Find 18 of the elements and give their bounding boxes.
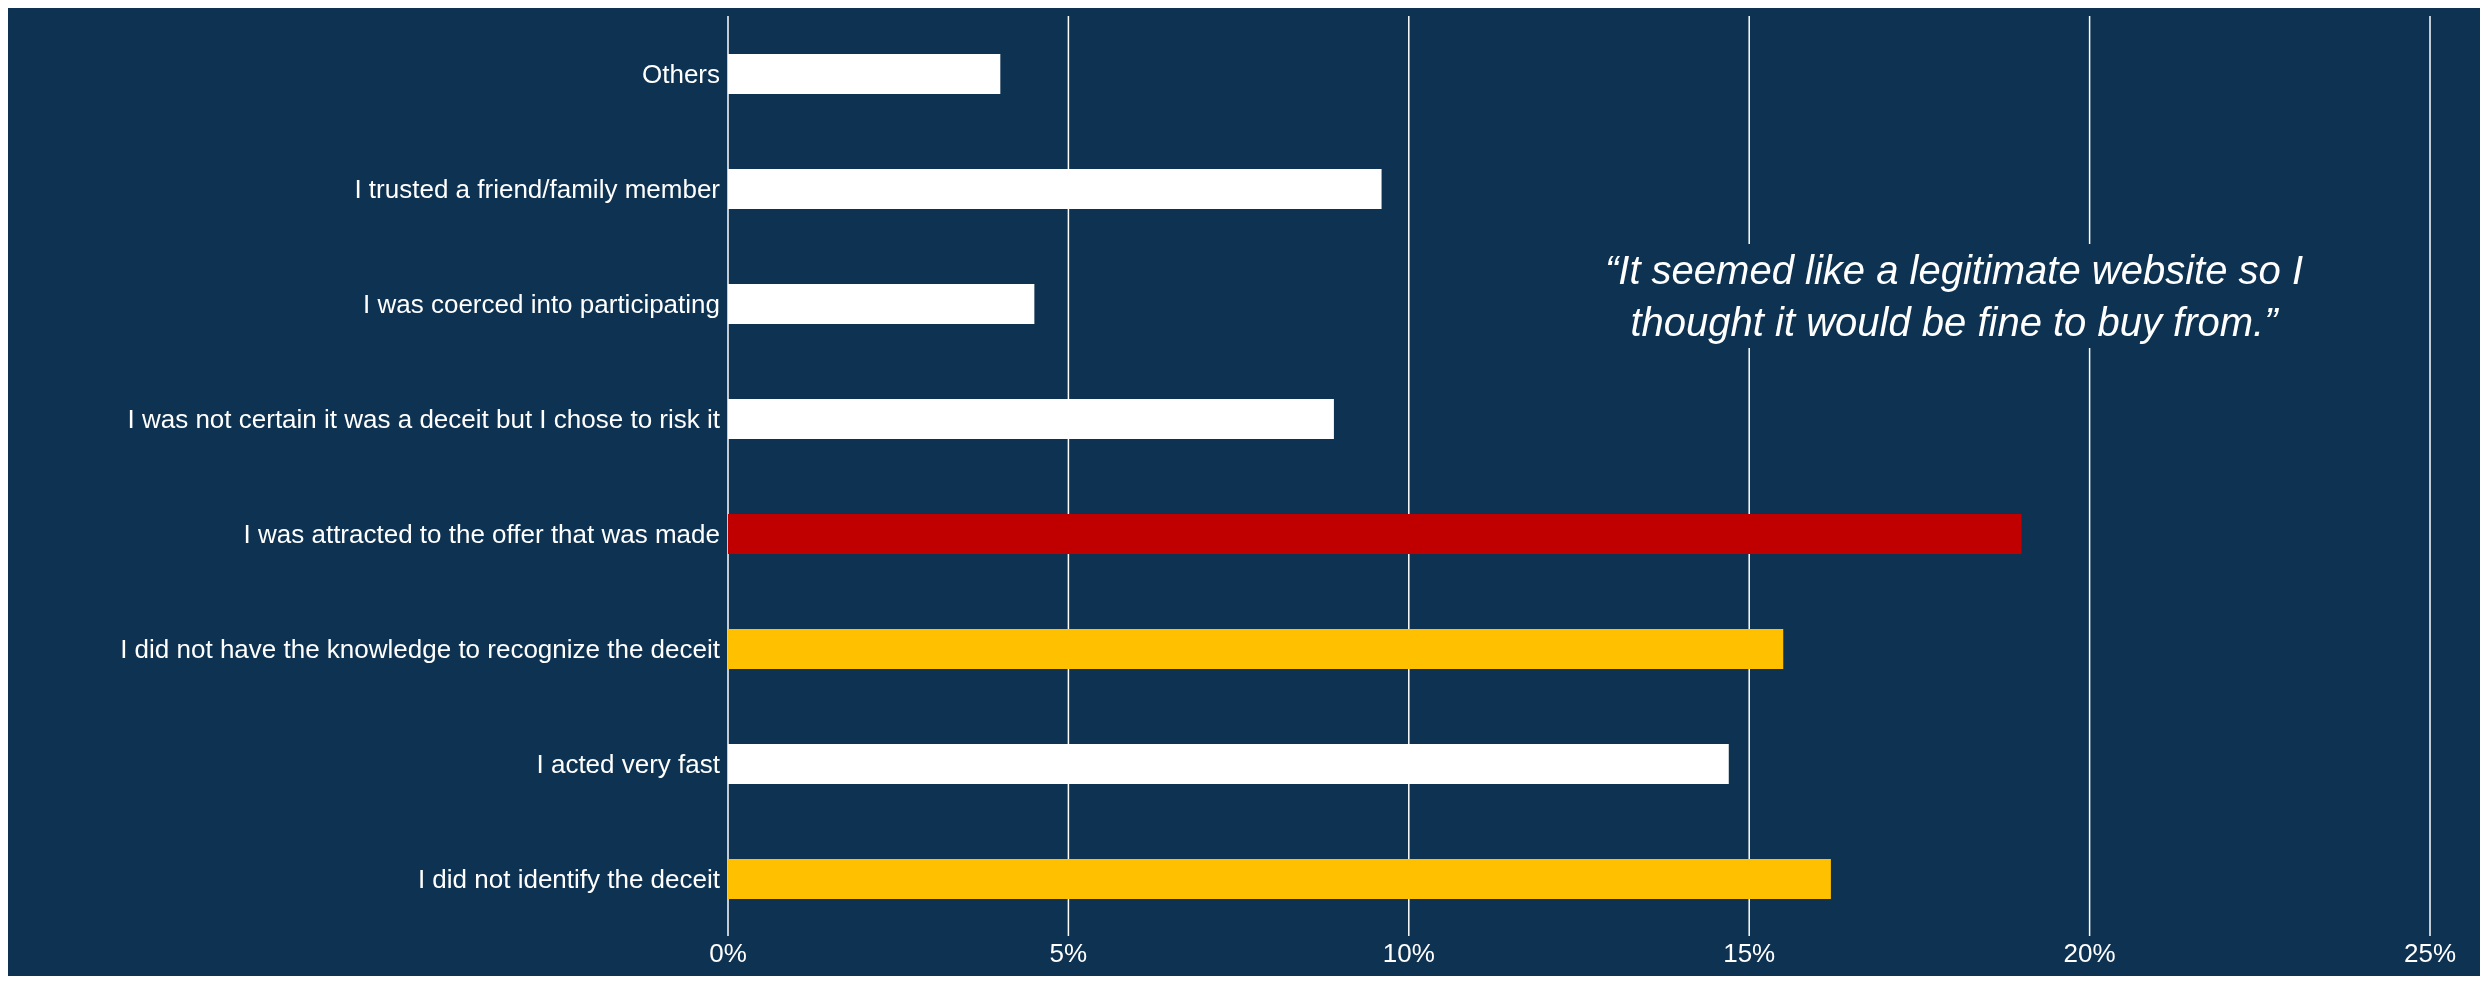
- y-tick-label: I did not have the knowledge to recognize the deceit: [120, 633, 721, 664]
- x-tick-label: 0%: [709, 938, 747, 969]
- y-tick-label: I was attracted to the offer that was made: [243, 518, 720, 549]
- x-tick-label: 15%: [1723, 938, 1776, 969]
- bar: [728, 859, 1831, 899]
- annotation: “It seemed like a legitimate website so I thought it would be fine to buy from.”: [1544, 244, 2364, 348]
- y-tick-label: I was coerced into participating: [363, 288, 720, 319]
- y-tick-label: Others: [641, 58, 720, 89]
- x-tick-label: 10%: [1382, 938, 1435, 969]
- x-tick-label: 25%: [2403, 938, 2457, 969]
- x-tick-label: 20%: [2063, 938, 2116, 969]
- y-tick-label: I did not identify the deceit: [417, 863, 721, 894]
- y-tick-label: I acted very fast: [536, 748, 721, 779]
- y-tick-label: I trusted a friend/family member: [354, 173, 721, 204]
- bar: [728, 514, 2022, 554]
- y-tick-label: I was not certain it was a deceit but I chose to risk it: [127, 403, 721, 434]
- x-tick-label: 5%: [1049, 938, 1088, 969]
- bar: [728, 629, 1784, 669]
